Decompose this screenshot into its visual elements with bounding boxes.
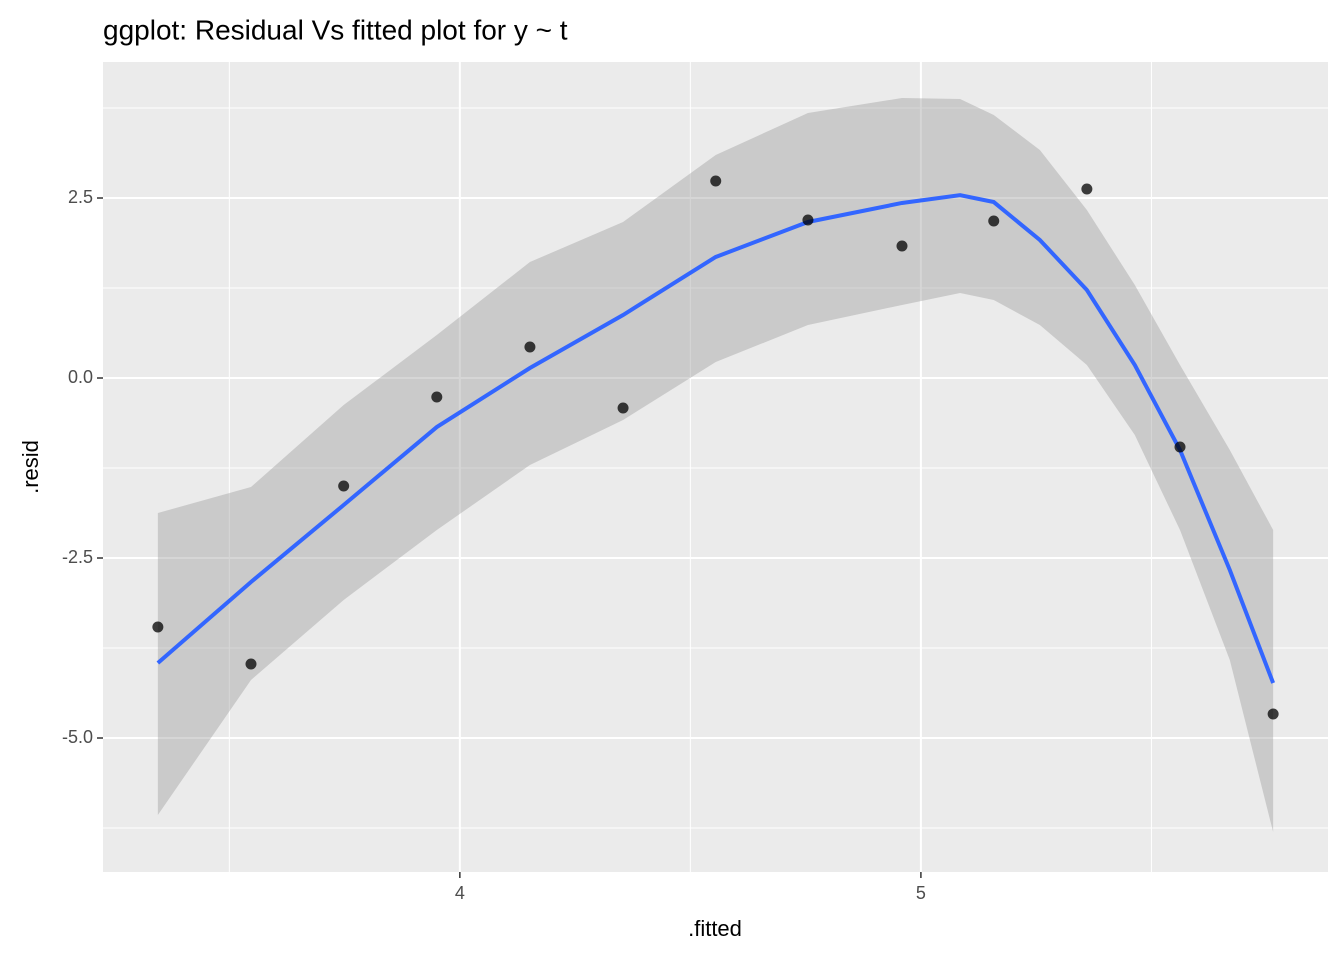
y-axis-title: .resid xyxy=(18,440,43,494)
x-axis-title: .fitted xyxy=(688,916,742,941)
x-tick-label: 4 xyxy=(455,883,465,903)
point xyxy=(1267,708,1279,720)
y-tick-label: -2.5 xyxy=(62,547,93,567)
point xyxy=(431,391,443,403)
point xyxy=(524,341,536,353)
x-tick-label: 5 xyxy=(916,883,926,903)
point xyxy=(1174,441,1186,453)
point xyxy=(245,658,257,670)
y-tick-label: 2.5 xyxy=(68,187,93,207)
smooth-line xyxy=(156,193,1276,684)
point xyxy=(152,621,164,633)
confidence-band xyxy=(157,98,1274,833)
chart-title: ggplot: Residual Vs fitted plot for y ~ … xyxy=(103,14,568,45)
point xyxy=(988,215,1000,227)
point xyxy=(896,240,908,252)
point xyxy=(802,214,814,226)
point xyxy=(338,480,350,492)
point xyxy=(710,175,722,187)
point xyxy=(617,402,629,414)
y-tick-label: 0.0 xyxy=(68,367,93,387)
point xyxy=(1081,183,1093,195)
y-tick-label: -5.0 xyxy=(62,727,93,747)
panel xyxy=(103,62,1328,872)
